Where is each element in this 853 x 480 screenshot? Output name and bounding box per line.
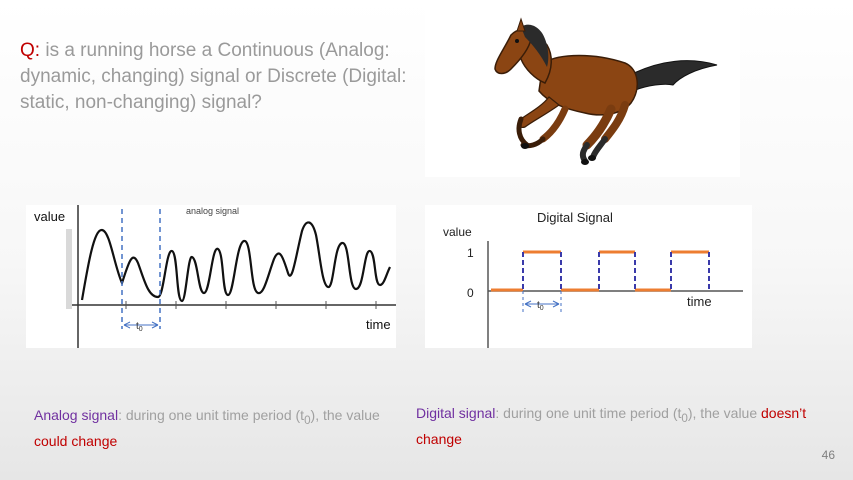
analog-caption-sub: 0: [304, 413, 311, 427]
analog-value-label: value: [34, 209, 65, 224]
digital-tick-0: 0: [467, 286, 474, 300]
digital-title: Digital Signal: [537, 210, 613, 225]
digital-caption: Digital signal: during one unit time per…: [416, 403, 826, 450]
analog-title: analog signal: [186, 206, 239, 216]
running-horse-illustration: [494, 17, 718, 165]
digital-t0-label: t0: [537, 300, 544, 312]
digital-caption-sub: 0: [681, 411, 688, 425]
digital-caption-mid: : during one unit time period (t: [495, 405, 682, 421]
analog-waveform: [80, 221, 391, 303]
digital-caption-emph: doesn’t change: [416, 405, 807, 447]
analog-caption: Analog signal: during one unit time peri…: [34, 405, 404, 452]
analog-caption-lead: Analog signal: [34, 407, 119, 423]
digital-value-label: value: [443, 225, 472, 239]
digital-signal-edges: [522, 252, 710, 291]
digital-signal-levels: [491, 250, 709, 292]
digital-caption-tail: ), the value: [687, 405, 762, 421]
analog-caption-emph: could change: [34, 432, 118, 449]
digital-time-label: time: [687, 294, 712, 309]
question-body: is a running horse a Continuous (Analog:…: [20, 40, 407, 113]
page-number: 46: [821, 448, 835, 462]
question-text: Q: is a running horse a Continuous (Anal…: [20, 38, 410, 116]
analog-time-label: time: [366, 317, 391, 332]
horse-image: [425, 5, 740, 177]
analog-signal-figure: t0 value analog signal time: [26, 205, 396, 348]
analog-caption-mid: : during one unit time period (t: [118, 407, 305, 423]
question-prefix: Q:: [20, 40, 41, 61]
digital-caption-lead: Digital signal: [416, 405, 496, 421]
digital-signal-figure: Digital Signal value 1 0: [425, 205, 752, 348]
digital-tick-1: 1: [467, 246, 474, 260]
analog-caption-tail: ), the value: [310, 407, 380, 423]
analog-t0-label: t0: [136, 321, 143, 333]
